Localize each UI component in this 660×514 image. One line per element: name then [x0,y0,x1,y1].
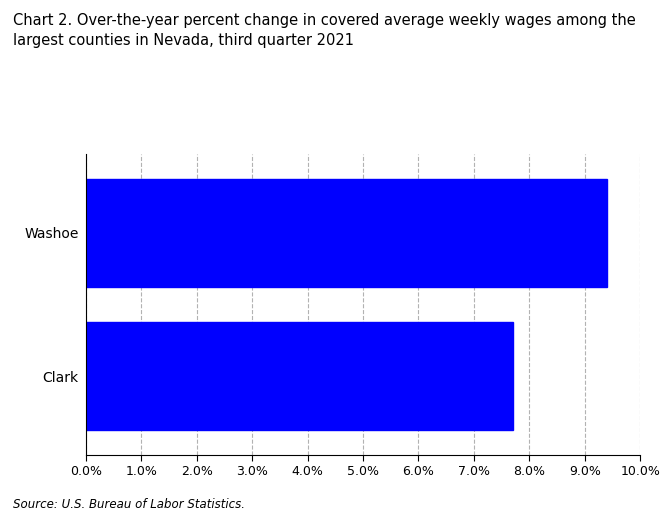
Bar [86,322,513,430]
Text: Chart 2. Over-the-year percent change in covered average weekly wages among the
: Chart 2. Over-the-year percent change in… [13,13,636,48]
Text: Source: U.S. Bureau of Labor Statistics.: Source: U.S. Bureau of Labor Statistics. [13,499,246,511]
Bar [86,179,607,287]
